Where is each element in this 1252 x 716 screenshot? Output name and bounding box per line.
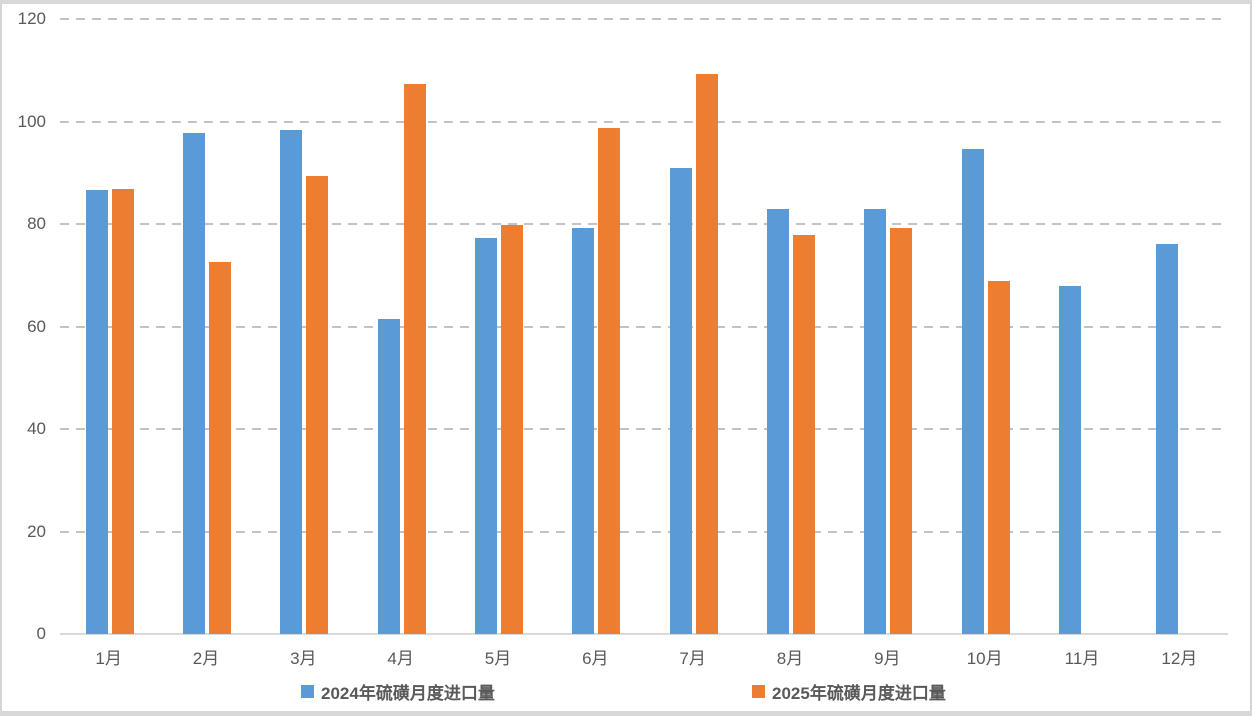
gridline-60 <box>60 325 1228 328</box>
bar-2024年-3月 <box>280 130 303 634</box>
x-tick-label-2月: 2月 <box>192 649 220 668</box>
legend-label-2025: 2025年硫磺月度进口量 <box>772 683 946 703</box>
gridline-120 <box>60 18 1228 20</box>
x-tick-label-9月: 9月 <box>874 649 901 668</box>
bar-2025年-5月 <box>501 224 523 634</box>
x-axis-line <box>60 633 1228 635</box>
x-tick-label-8月: 8月 <box>776 649 804 668</box>
bar-2025年-6月 <box>598 127 621 634</box>
bar-2025年-10月 <box>987 280 1010 634</box>
x-tick-label-6月: 6月 <box>582 649 609 668</box>
bar-2024年-2月 <box>183 132 205 634</box>
bar-2025年-2月 <box>209 261 231 634</box>
x-tick-label-11月: 11月 <box>1064 649 1100 668</box>
bar-2024年-6月 <box>572 228 595 634</box>
bar-2024年-4月 <box>377 318 400 634</box>
y-tick-label-20: 20 <box>27 521 46 541</box>
bar-2025年-1月 <box>111 188 134 634</box>
legend-item-2024: 2024年硫磺月度进口量 <box>301 681 495 703</box>
x-tick-label-10月: 10月 <box>966 649 1003 668</box>
x-tick-label-5月: 5月 <box>484 649 512 668</box>
legend-swatch-2025-icon <box>752 684 765 698</box>
y-tick-label-60: 60 <box>27 316 46 336</box>
legend-label-2024: 2024年硫磺月度进口量 <box>321 683 495 703</box>
gridline-20 <box>60 530 1228 533</box>
x-tick-label-4月: 4月 <box>387 649 414 668</box>
bar-2024年-10月 <box>961 149 984 634</box>
y-tick-label-40: 40 <box>27 419 46 438</box>
bar-2025年-9月 <box>890 228 913 634</box>
bar-2025年-3月 <box>306 175 329 634</box>
bar-2024年-7月 <box>669 168 692 634</box>
bar-2024年-12月 <box>1156 243 1179 634</box>
gridline-40 <box>60 428 1228 430</box>
bar-2024年-9月 <box>864 208 887 634</box>
bar-2024年-5月 <box>475 238 497 634</box>
legend-swatch-2024-icon <box>301 684 314 698</box>
x-tick-label-7月: 7月 <box>679 649 706 668</box>
bar-2024年-11月 <box>1059 286 1081 634</box>
x-tick-label-12月: 12月 <box>1161 649 1198 668</box>
x-tick-label-1月: 1月 <box>95 649 122 668</box>
gridline-100 <box>60 120 1228 123</box>
y-tick-label-120: 120 <box>17 9 46 28</box>
bar-2024年-1月 <box>85 189 108 634</box>
y-tick-label-0: 0 <box>36 624 46 643</box>
x-tick-label-3月: 3月 <box>290 649 317 668</box>
gridline-80 <box>60 223 1228 225</box>
legend-item-2025: 2025年硫磺月度进口量 <box>752 681 946 703</box>
bar-2025年-8月 <box>793 234 815 634</box>
bar-2024年-8月 <box>767 208 789 634</box>
bar-2025年-4月 <box>403 83 426 634</box>
y-tick-label-100: 100 <box>17 111 46 131</box>
bar-2025年-7月 <box>695 73 718 634</box>
y-tick-label-80: 80 <box>27 214 46 233</box>
